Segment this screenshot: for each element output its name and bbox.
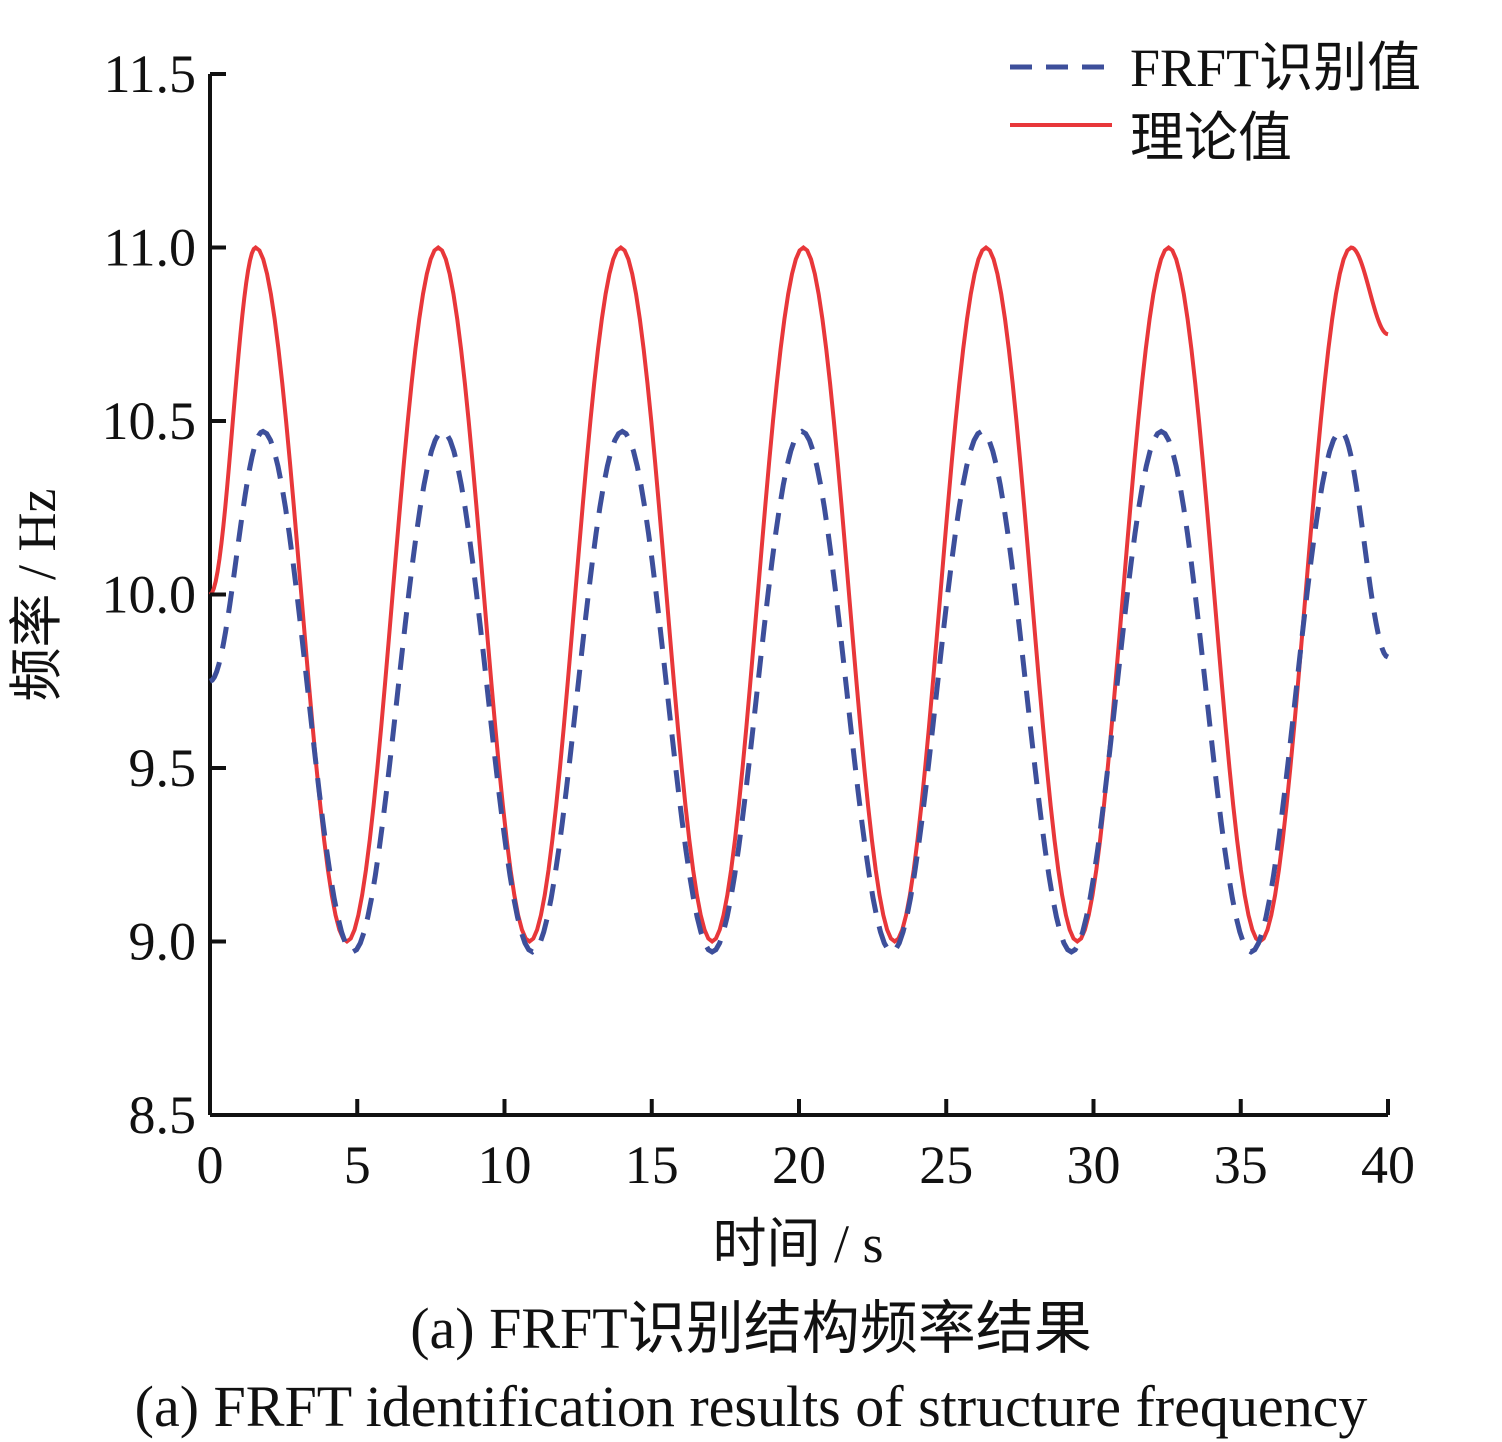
x-tick-label: 20	[772, 1135, 826, 1195]
x-tick-label: 40	[1361, 1135, 1415, 1195]
x-tick-label: 25	[919, 1135, 973, 1195]
frequency-chart: 0 5 10 15 20 25 30 35 40 8.5 9.0 9.5 10.0 10.5 11.0 11.…	[7, 38, 1421, 1274]
legend: FRFT识别值 理论值	[1010, 38, 1421, 168]
y-tick-label: 11.5	[104, 44, 197, 104]
series-layer	[208, 244, 1390, 955]
x-tick-label: 30	[1067, 1135, 1121, 1195]
caption-chinese: (a) FRFT识别结构频率结果	[410, 1296, 1092, 1361]
y-tick-label: 10.5	[102, 391, 197, 451]
x-axis-title: 时间 / s	[712, 1214, 883, 1274]
y-tick-label: 9.0	[129, 912, 197, 972]
series-theoretical	[208, 244, 1389, 945]
x-tick-label: 10	[478, 1135, 532, 1195]
y-tick-label: 8.5	[129, 1085, 197, 1145]
y-tick-label: 11.0	[104, 218, 197, 278]
x-tick-label: 0	[197, 1135, 224, 1195]
y-tick-label: 10.0	[102, 565, 197, 625]
ticks-layer: 0 5 10 15 20 25 30 35 40 8.5 9.0 9.5 10.0 10.5 11.0 11.…	[102, 44, 1416, 1195]
caption-english: (a) FRFT identification results of struc…	[134, 1374, 1368, 1439]
y-tick-label: 9.5	[129, 738, 197, 798]
axes	[208, 74, 1388, 1117]
legend-label-theory: 理论值	[1130, 108, 1292, 168]
x-tick-label: 15	[625, 1135, 679, 1195]
y-axis-title: 频率 / Hz	[7, 489, 67, 702]
x-tick-label: 35	[1214, 1135, 1268, 1195]
x-tick-label: 5	[344, 1135, 371, 1195]
legend-label-frrt: FRFT识别值	[1130, 38, 1421, 98]
series-frft-identified	[208, 428, 1390, 955]
